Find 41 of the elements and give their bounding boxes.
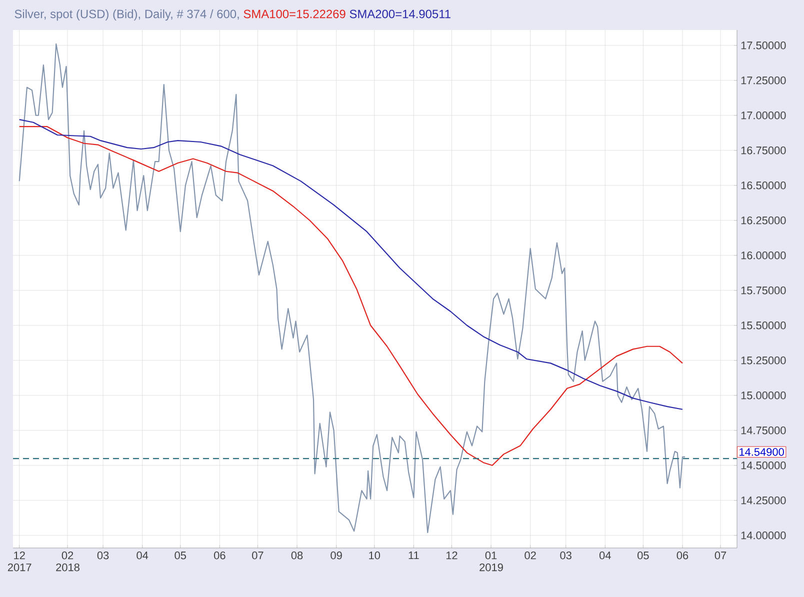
y-tick-label: 16.50000	[741, 182, 786, 190]
x-tick-label: 04	[136, 552, 148, 560]
y-tick-label: 17.25000	[741, 76, 786, 84]
y-tick-label: 16.25000	[741, 216, 786, 224]
y-tick-label: 15.50000	[741, 322, 786, 330]
x-tick-label: 07	[714, 552, 726, 560]
x-tick-label: 04	[599, 552, 611, 560]
x-tick-label: 09	[330, 552, 342, 560]
x-tick-label: 02	[524, 552, 536, 560]
y-tick-label: 16.75000	[741, 146, 786, 154]
y-tick-label: 15.75000	[741, 286, 786, 294]
y-tick-label: 17.00000	[741, 112, 786, 120]
x-tick-label: 12 2017	[8, 552, 32, 572]
x-tick-label: 08	[291, 552, 303, 560]
line-series	[18, 119, 684, 410]
y-tick-label: 14.25000	[741, 496, 786, 504]
y-tick-label: 15.25000	[741, 356, 786, 364]
y-tick-label: 14.75000	[741, 426, 786, 434]
x-tick-label: 06	[676, 552, 688, 560]
x-tick-label: 05	[174, 552, 186, 560]
x-tick-label: 03	[560, 552, 572, 560]
x-tick-label: 11	[408, 552, 419, 560]
text: SMA100=15.22269	[244, 10, 346, 18]
x-tick-label: 10	[369, 552, 380, 560]
y-tick-label: 14.50000	[741, 462, 786, 470]
chart-title: Silver, spot (USD) (Bid), Daily, # 374 / 600,	[14, 9, 239, 21]
x-tick-label: 03	[97, 552, 109, 560]
x-tick-label: 02 2018	[56, 552, 80, 572]
x-tick-label: 05	[638, 552, 649, 560]
ref-line-label: 14.54900	[740, 448, 784, 456]
x-tick-label: 12	[446, 552, 458, 560]
line-series	[18, 43, 686, 534]
x-tick-label: 06	[214, 552, 226, 560]
text: SMA200=14.90511	[350, 10, 450, 18]
x-tick-label: 07	[252, 552, 264, 560]
line-series	[18, 126, 684, 466]
x-tick-label: 01 2019	[480, 552, 503, 572]
y-tick-label: 15.00000	[741, 392, 786, 400]
y-tick-label: 14.00000	[741, 532, 786, 540]
y-tick-label: 17.50000	[741, 42, 786, 50]
y-tick-label: 16.00000	[741, 252, 786, 260]
